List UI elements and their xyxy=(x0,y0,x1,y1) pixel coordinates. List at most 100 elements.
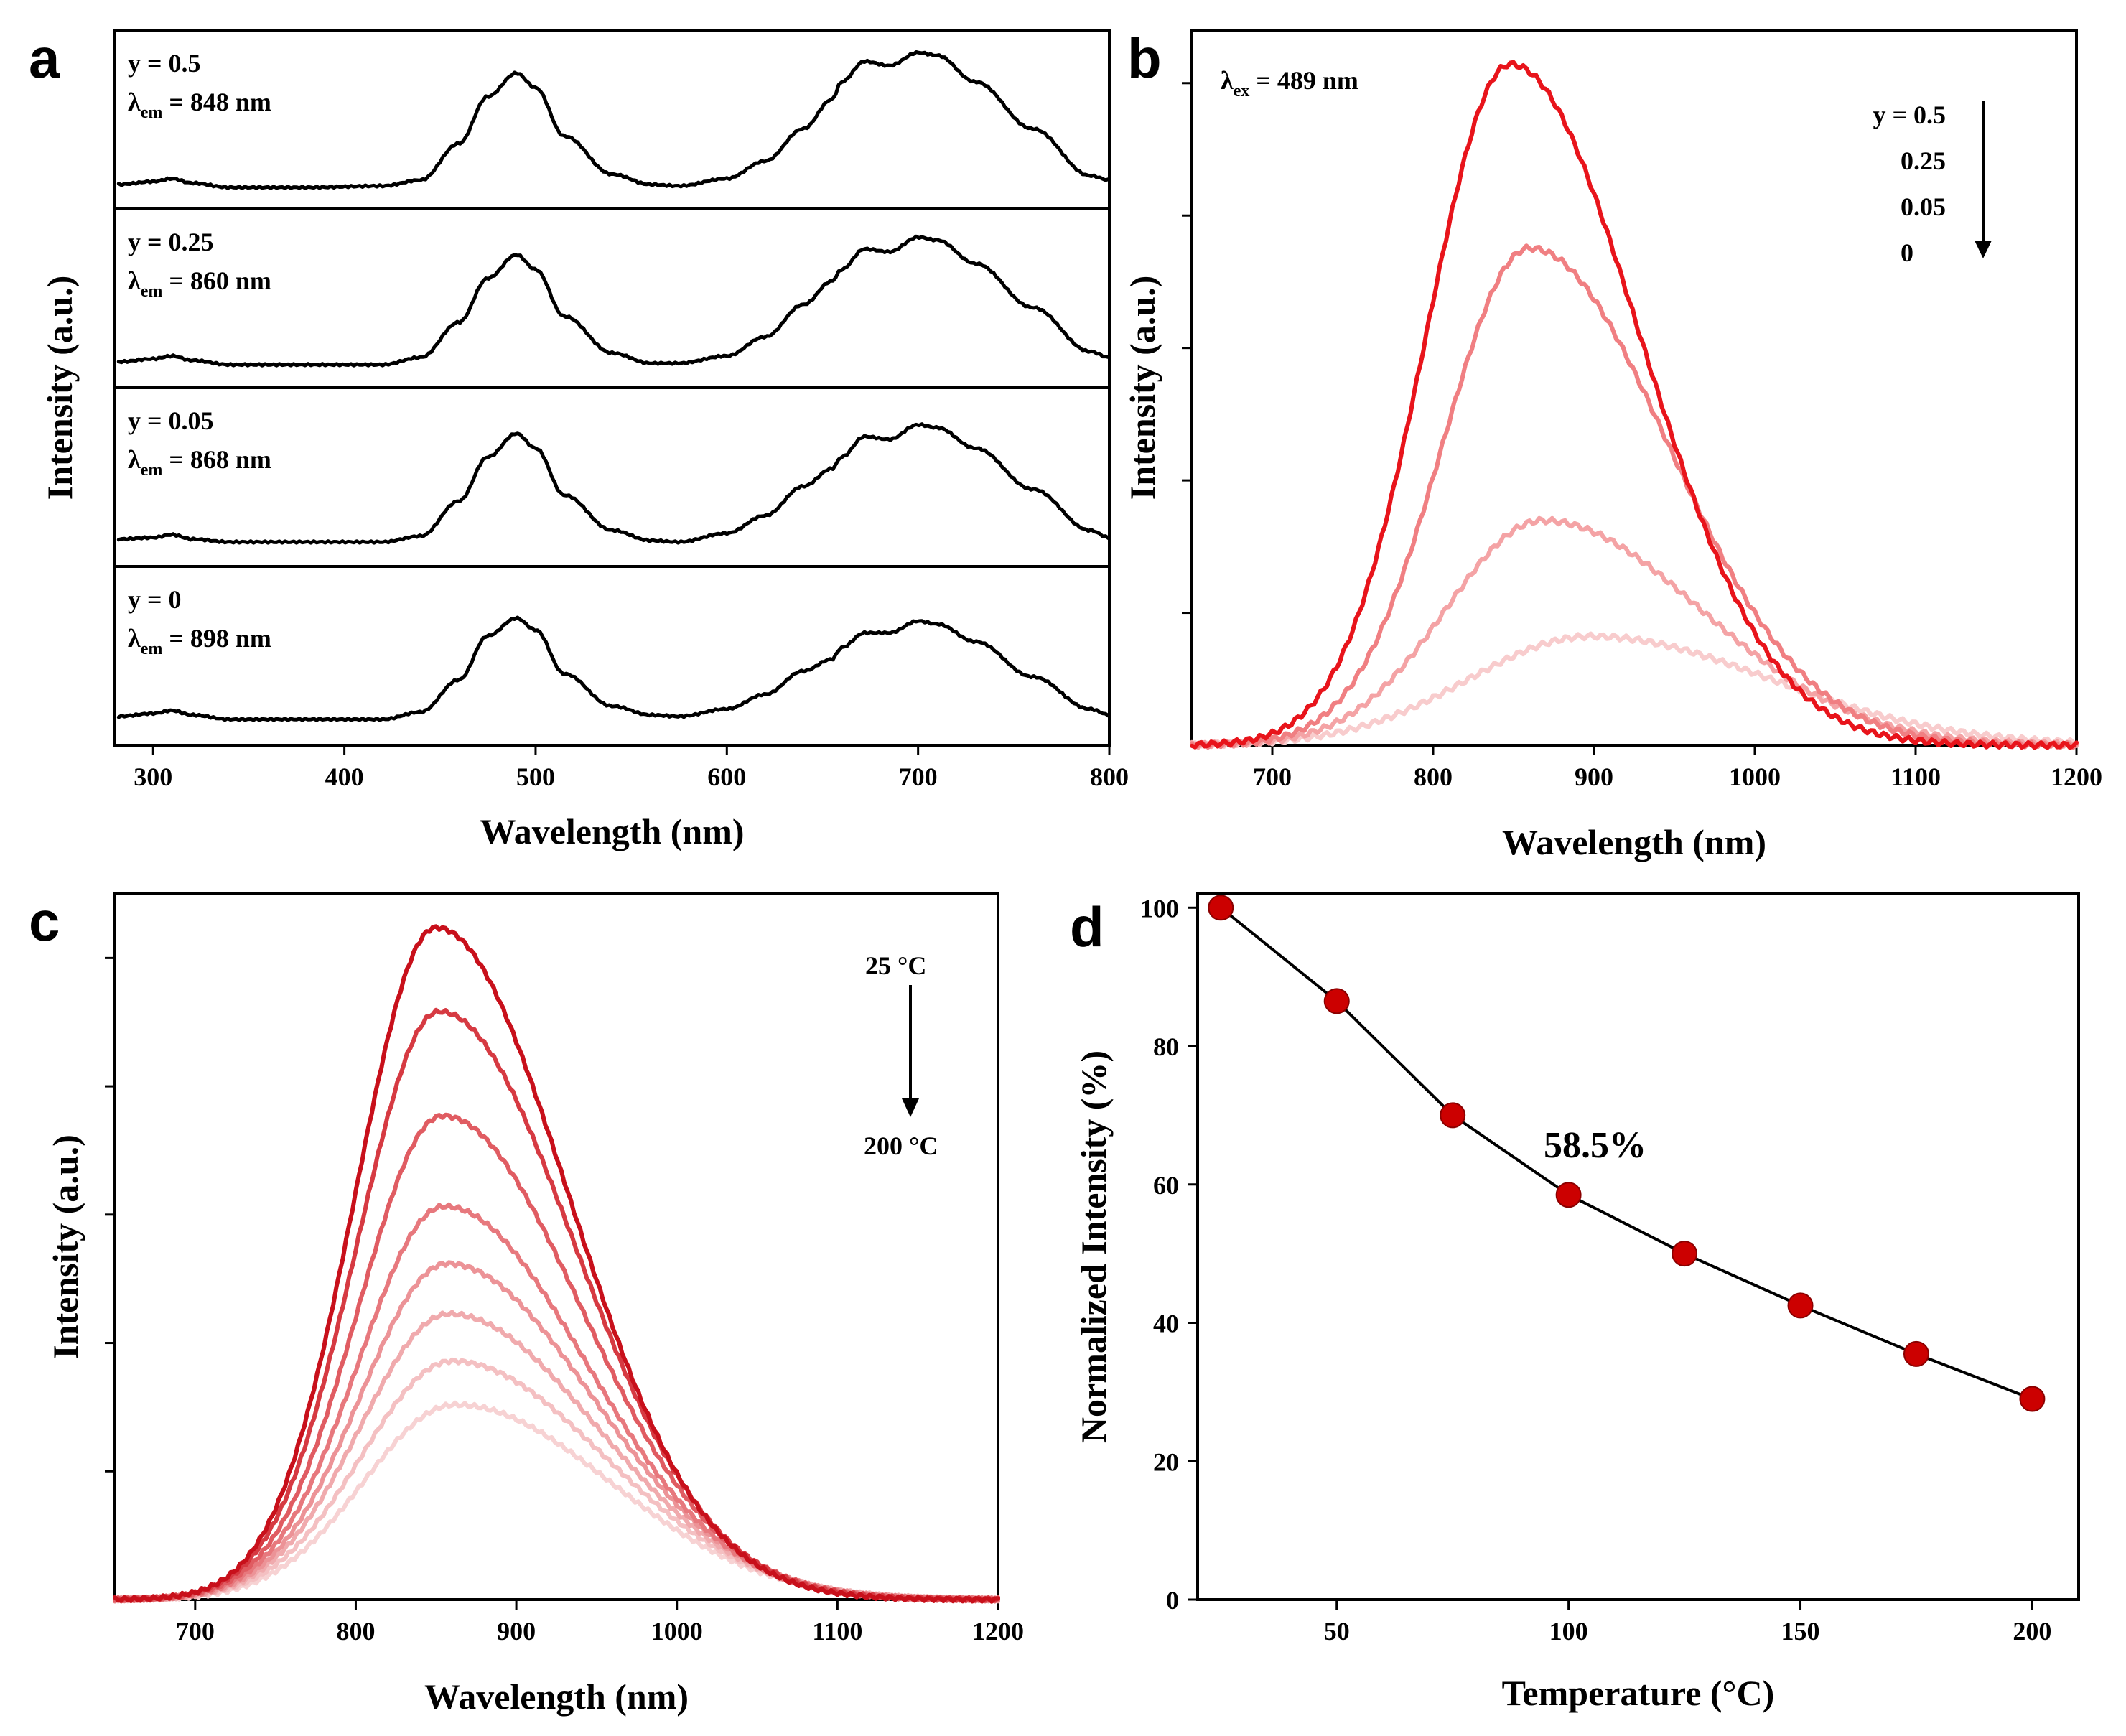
x-tick-label: 300 xyxy=(134,762,172,791)
plot-frame xyxy=(1190,29,2078,747)
x-tick-label: 1100 xyxy=(1890,762,1941,791)
subplot-label: y = 0.5 xyxy=(128,49,201,78)
y-axis-label: Intensity (a.u.) xyxy=(45,1134,85,1359)
panel-letter-b: b xyxy=(1127,27,1162,90)
x-tick-label: 1100 xyxy=(812,1617,862,1646)
x-axis-label: Wavelength (nm) xyxy=(424,1676,689,1717)
subplot-lambda: λem = 868 nm xyxy=(128,445,271,480)
subplot-frame xyxy=(113,565,1111,747)
spectrum-line xyxy=(1190,60,2079,750)
x-tick-label: 500 xyxy=(516,762,555,791)
x-axis-label: Temperature (°C) xyxy=(1502,1673,1775,1713)
subplot-lambda-subscript: em xyxy=(141,282,163,301)
plot-frame xyxy=(1196,892,2080,1601)
subplot-lambda: λem = 898 nm xyxy=(128,624,271,658)
plot-frame xyxy=(113,892,999,1601)
x-tick-label: 1200 xyxy=(972,1617,1024,1646)
trend-arrow-head xyxy=(1975,241,1992,258)
excitation-label-symbol: λ xyxy=(1221,66,1234,95)
data-point xyxy=(1672,1241,1698,1267)
panel-letter-d: d xyxy=(1070,895,1104,958)
excitation-label-value: = 489 nm xyxy=(1249,66,1358,95)
x-tick-label: 900 xyxy=(497,1617,536,1646)
legend-arrow-label: 0.05 xyxy=(1901,192,1946,221)
legend-arrow-label: 0 xyxy=(1901,238,1913,267)
subplot-lambda-value: = 898 nm xyxy=(162,624,271,653)
y-axis-label: Intensity (a.u.) xyxy=(1122,276,1162,500)
y-tick-label: 0 xyxy=(1166,1586,1179,1615)
y-tick-label: 20 xyxy=(1153,1447,1179,1476)
data-point xyxy=(1440,1102,1466,1129)
subplot-label: y = 0 xyxy=(128,585,182,614)
subplot-lambda-value: = 848 nm xyxy=(162,88,271,116)
subplot-lambda-subscript: em xyxy=(141,461,163,480)
x-tick-label: 700 xyxy=(176,1617,215,1646)
subplot-lambda-subscript: em xyxy=(141,103,163,122)
x-tick-label: 1000 xyxy=(1729,762,1781,791)
subplot-lambda-symbol: λ xyxy=(128,624,141,653)
data-point xyxy=(1555,1182,1582,1208)
subplot-lambda-symbol: λ xyxy=(128,445,141,474)
panel-letter-a: a xyxy=(29,27,60,90)
subplot-lambda-subscript: em xyxy=(141,640,163,658)
data-point xyxy=(2019,1386,2046,1412)
arrow-label-top: 25 °C xyxy=(865,951,926,980)
panel-d: d 0 20 40 60 80 100 50 100 150 200 58.5% Temperature… xyxy=(1070,892,2080,1713)
spectrum-line xyxy=(1190,515,2079,750)
spectrum-line xyxy=(1190,631,2079,750)
panel-c: c 700 800 900 1000 1100 1200 25 °C 200 °C Wavelen… xyxy=(29,890,1024,1717)
excitation-label-subscript: ex xyxy=(1234,82,1250,101)
x-tick-label: 400 xyxy=(325,762,364,791)
subplot-lambda-symbol: λ xyxy=(128,266,141,295)
trend-line xyxy=(1219,906,2034,1401)
subplot-lambda-symbol: λ xyxy=(128,88,141,116)
subplot-label: y = 0.05 xyxy=(128,406,214,435)
trend-arrow-head xyxy=(902,1098,919,1117)
subplot-lambda: λem = 848 nm xyxy=(128,88,271,122)
y-tick-label: 100 xyxy=(1140,894,1179,923)
subplot-lambda: λem = 860 nm xyxy=(128,266,271,301)
spectrum-line xyxy=(113,924,1000,1604)
excitation-label: λex = 489 nm xyxy=(1221,66,1358,101)
data-point xyxy=(1787,1292,1814,1319)
data-point xyxy=(1208,895,1234,921)
spectrum-line xyxy=(116,50,1111,190)
data-point xyxy=(1323,988,1350,1014)
y-tick-label: 40 xyxy=(1153,1310,1179,1338)
x-tick-label: 1000 xyxy=(651,1617,703,1646)
x-tick-label: 100 xyxy=(1549,1617,1588,1646)
panel-b: b 700 800 900 1000 1100 1200 λex = 489 nm y = 0.… xyxy=(1122,27,2102,862)
y-axis-label: Normalized Intensity (%) xyxy=(1073,1050,1114,1443)
legend-arrow-label: y = 0.5 xyxy=(1873,101,1946,129)
spectrum-line xyxy=(116,234,1111,368)
x-tick-label: 800 xyxy=(1090,762,1129,791)
y-tick-label: 80 xyxy=(1153,1032,1179,1061)
x-tick-label: 700 xyxy=(1253,762,1292,791)
x-tick-label: 50 xyxy=(1324,1617,1350,1646)
data-point xyxy=(1903,1340,1929,1367)
panel-letter-c: c xyxy=(29,890,60,953)
legend-arrow-label: 0.25 xyxy=(1901,146,1946,175)
x-tick-label: 1200 xyxy=(2051,762,2102,791)
subplot-label: y = 0.25 xyxy=(128,228,214,256)
y-axis-label: Intensity (a.u.) xyxy=(39,276,80,500)
arrow-label-bottom: 200 °C xyxy=(864,1131,938,1160)
x-tick-label: 150 xyxy=(1781,1617,1820,1646)
spectrum-line xyxy=(116,422,1111,545)
x-axis-label: Wavelength (nm) xyxy=(480,811,744,851)
x-axis-label: Wavelength (nm) xyxy=(1502,822,1766,862)
x-tick-label: 200 xyxy=(2013,1617,2051,1646)
x-tick-label: 600 xyxy=(707,762,746,791)
x-tick-label: 900 xyxy=(1575,762,1613,791)
subplot-lambda-value: = 868 nm xyxy=(162,445,271,474)
y-tick-label: 60 xyxy=(1153,1171,1179,1200)
x-tick-label: 700 xyxy=(899,762,938,791)
retention-annotation: 58.5% xyxy=(1544,1125,1646,1166)
x-tick-label: 800 xyxy=(336,1617,375,1646)
x-tick-label: 800 xyxy=(1414,762,1453,791)
spectrum-line xyxy=(116,615,1111,722)
subplot-lambda-value: = 860 nm xyxy=(162,266,271,295)
